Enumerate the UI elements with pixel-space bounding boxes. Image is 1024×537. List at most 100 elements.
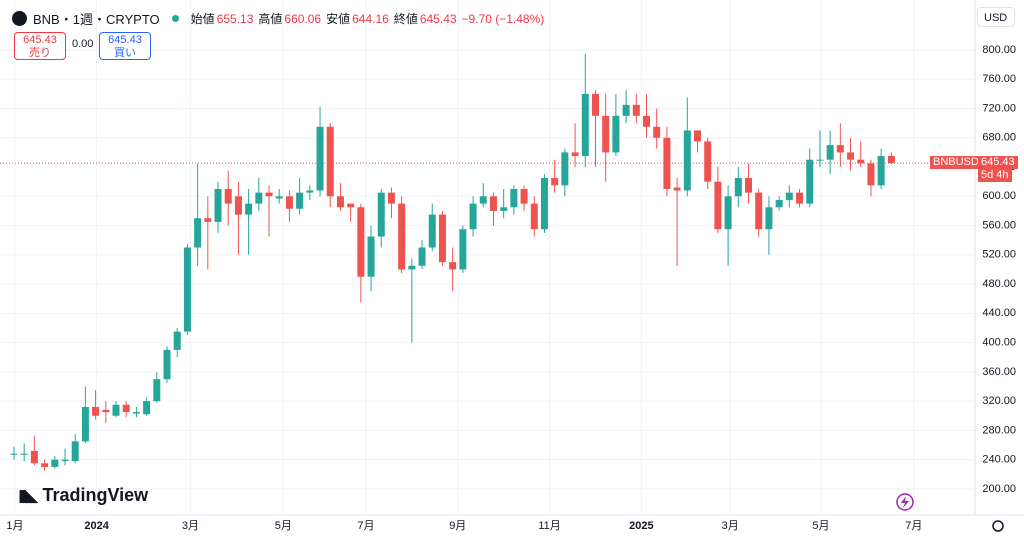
candle-body (81, 406, 89, 442)
candle-body (296, 192, 304, 209)
candle-body (234, 196, 242, 215)
candle-body (71, 441, 79, 462)
candle-body (714, 181, 722, 230)
candle-body (806, 159, 814, 204)
candle-body (683, 130, 691, 191)
candle-body (602, 115, 610, 153)
x-tick-label: 1月 (6, 520, 23, 532)
candle-body (622, 104, 630, 116)
y-tick-label: 520.00 (982, 249, 1016, 261)
logo-text: TradingView (42, 485, 149, 505)
candle-body (540, 178, 548, 230)
candle-body (326, 126, 334, 197)
x-tick-label: 7月 (357, 520, 374, 532)
candle-body (316, 126, 324, 191)
x-tick-label: 11月 (538, 520, 560, 532)
symbol[interactable]: BNB・1週・CRYPTO (33, 12, 160, 27)
candle-body (724, 196, 732, 230)
buy-button[interactable]: 645.43 買い (99, 32, 151, 60)
y-tick-label: 400.00 (982, 336, 1016, 348)
price-label-symbol: BNBUSD (930, 156, 982, 170)
candle-body (520, 188, 528, 204)
symbol-icon (12, 11, 27, 26)
candle-body (204, 218, 212, 222)
y-tick-label: 800.00 (982, 44, 1016, 56)
candle-body (347, 203, 355, 208)
y-tick-label: 480.00 (982, 278, 1016, 290)
ohlc-label: 高値 (258, 12, 283, 26)
candle-body (459, 229, 467, 270)
candle-body (214, 188, 222, 222)
candle-body (387, 192, 395, 204)
candle-body (122, 404, 130, 413)
logo-mark: ▮◣ (18, 485, 38, 505)
ohlc-label: 終値 (393, 12, 418, 26)
price-axis (975, 0, 1024, 537)
candle-body (224, 188, 232, 204)
candle-body (408, 265, 416, 270)
x-tick-label: 2025 (629, 520, 653, 532)
candle-body (500, 207, 508, 211)
candle-body (826, 145, 834, 160)
candle-body (61, 459, 69, 462)
candle-body (173, 331, 181, 350)
candle-body (469, 203, 477, 230)
candle-body (153, 379, 161, 402)
y-tick-label: 280.00 (982, 424, 1016, 436)
candle-body (551, 178, 559, 186)
candle-body (836, 145, 844, 153)
candle-body (530, 203, 538, 230)
candle-body (857, 159, 865, 164)
y-tick-label: 360.00 (982, 366, 1016, 378)
candle-body (785, 192, 793, 200)
candle-body (704, 141, 712, 182)
y-tick-label: 760.00 (982, 73, 1016, 85)
candle-body (673, 187, 681, 191)
candle-body (653, 126, 661, 138)
candle-body (734, 178, 742, 197)
buy-price: 645.43 (108, 34, 142, 46)
candle-body (479, 196, 487, 204)
candle-body (265, 192, 273, 197)
candle-body (20, 453, 28, 455)
candle-body (571, 152, 579, 157)
candle-body (41, 463, 49, 467)
y-tick-label: 440.00 (982, 307, 1016, 319)
candle-body (694, 130, 702, 142)
candle-body (745, 178, 753, 193)
x-tick-label: 5月 (275, 520, 292, 532)
candle-body (642, 115, 650, 127)
replay-icon[interactable] (896, 493, 914, 511)
candle-body (102, 409, 110, 413)
sell-price: 645.43 (23, 34, 57, 46)
candle-body (755, 192, 763, 230)
settings-icon[interactable] (992, 520, 1004, 532)
y-tick-label: 680.00 (982, 132, 1016, 144)
candle-body (336, 196, 344, 208)
candle-body (163, 349, 171, 380)
status-dot (171, 15, 179, 22)
candle-body (867, 163, 875, 186)
y-tick-label: 560.00 (982, 219, 1016, 231)
candle-body (816, 159, 824, 161)
candle-body (581, 93, 589, 157)
candle-body (92, 406, 100, 416)
ohlc-label: 始値 (190, 12, 215, 26)
candle-body (632, 104, 640, 116)
ohlc-value: 644.16 (352, 11, 389, 26)
y-tick-label: 200.00 (982, 483, 1016, 495)
candle-body (112, 404, 120, 416)
candle-body (887, 155, 895, 164)
candle-body (255, 192, 263, 204)
sell-button[interactable]: 645.43 売り (14, 32, 66, 60)
candle-body (510, 188, 518, 208)
candle-body (775, 199, 783, 208)
x-tick-label: 3月 (182, 520, 199, 532)
candle-body (275, 196, 283, 199)
candle-body (132, 412, 140, 414)
candle-body (765, 207, 773, 230)
currency-select[interactable]: USD (977, 7, 1015, 27)
ohlc-value: 660.06 (284, 11, 322, 26)
